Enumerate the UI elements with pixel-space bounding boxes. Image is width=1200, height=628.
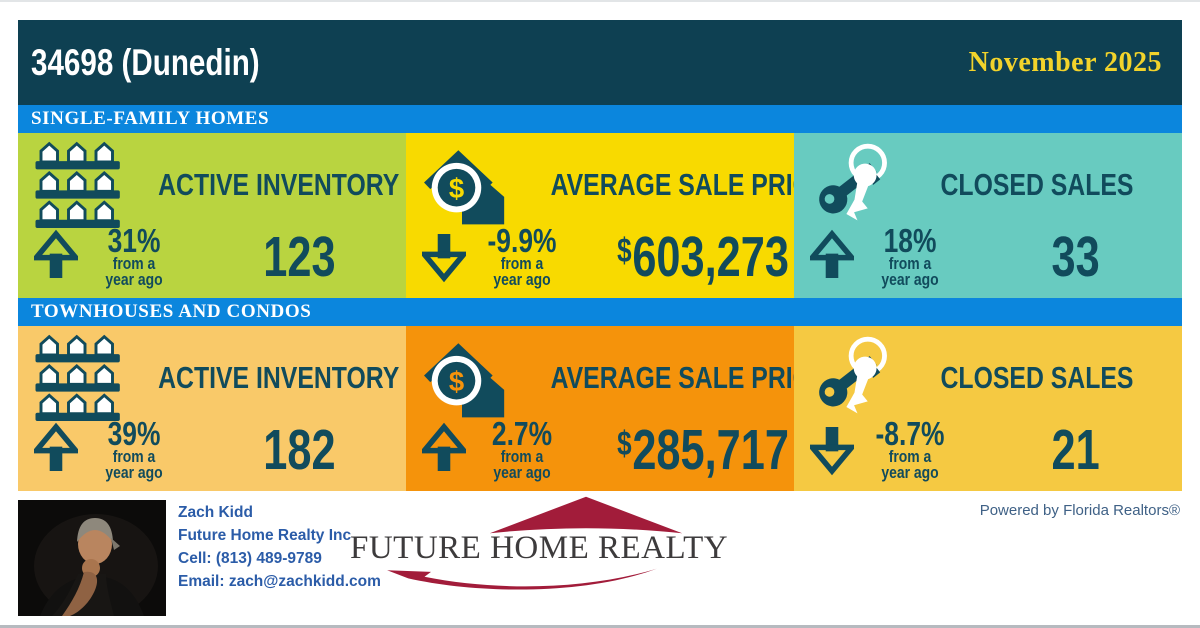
down-arrow-icon <box>809 421 854 477</box>
house-with-dollar-coin-icon: $ <box>419 333 516 421</box>
yoy-note: year ago <box>881 463 939 483</box>
metric-title: AVERAGE SALE PRICE <box>550 359 828 395</box>
metric-title: ACTIVE INVENTORY <box>158 166 400 202</box>
stat-panel-sf-average-sale-price: $ AVERAGE SALE PRICE <box>405 133 827 298</box>
yoy-note: year ago <box>105 270 163 290</box>
stat-panel-tc-average-sale-price: $ AVERAGE SALE PRICE <box>405 326 827 491</box>
metric-title: CLOSED SALES <box>940 359 1134 395</box>
metric-value: 33 <box>1051 225 1100 289</box>
agent-cell: Cell: (813) 489-9789 <box>178 550 322 567</box>
svg-text:$: $ <box>449 366 464 397</box>
yoy-note: from a <box>112 254 156 274</box>
logo-roof-icon <box>489 496 683 534</box>
page-title: 34698 (Dunedin) <box>31 42 260 83</box>
logo-swoosh-icon <box>387 568 657 590</box>
yoy-note: year ago <box>493 463 551 483</box>
section-label: SINGLE-FAMILY HOMES <box>31 108 270 129</box>
header: 34698 (Dunedin) November 2025 <box>18 20 1182 105</box>
yoy-note: from a <box>112 447 156 467</box>
section-label: TOWNHOUSES AND CONDOS <box>31 301 312 322</box>
yoy-change-value: -9.9% <box>487 222 557 259</box>
metric-value: 123 <box>263 225 336 289</box>
yoy-note: year ago <box>493 270 551 290</box>
section-header-single-family: SINGLE-FAMILY HOMES <box>18 105 1182 133</box>
footer: Zach Kidd Future Home Realty Inc Cell: (… <box>0 492 1200 625</box>
yoy-note: from a <box>888 254 932 274</box>
metric-value: 21 <box>1051 418 1100 482</box>
report-period: November 2025 <box>968 46 1162 78</box>
metric-title: AVERAGE SALE PRICE <box>550 166 828 202</box>
yoy-change-value: 2.7% <box>491 415 553 452</box>
single-family-row: ACTIVE INVENTORY 31% from a <box>18 133 1182 298</box>
svg-text:$: $ <box>449 173 464 204</box>
house-with-dollar-coin-icon: $ <box>419 140 516 228</box>
yoy-change-block: 2.7% from a year ago <box>421 415 590 483</box>
stat-panel-tc-active-inventory: ACTIVE INVENTORY 39% from a <box>18 326 406 491</box>
section-header-townhouses-condos: TOWNHOUSES AND CONDOS <box>18 298 1182 326</box>
metric-title: ACTIVE INVENTORY <box>158 359 400 395</box>
houses-on-shelves-icon <box>31 140 128 228</box>
stat-panel-sf-active-inventory: ACTIVE INVENTORY 31% from a <box>18 133 406 298</box>
powered-by-text: Powered by Florida Realtors® <box>979 502 1180 519</box>
up-arrow-icon <box>34 228 78 284</box>
yoy-change-block: -9.9% from a year ago <box>421 222 590 290</box>
keys-on-ring-icon <box>807 333 904 421</box>
up-arrow-icon <box>421 421 466 477</box>
yoy-change-block: -8.7% from a year ago <box>809 415 978 483</box>
yoy-change-block: 39% from a year ago <box>34 415 202 483</box>
metric-title: CLOSED SALES <box>940 166 1134 202</box>
metric-value: $285,717 <box>617 418 789 482</box>
yoy-note: year ago <box>105 463 163 483</box>
townhouses-condos-row: ACTIVE INVENTORY 39% from a <box>18 326 1182 491</box>
up-arrow-icon <box>809 228 854 284</box>
yoy-note: from a <box>500 254 544 274</box>
yoy-change-value: 18% <box>883 222 937 259</box>
agent-contact-block: Zach Kidd Future Home Realty Inc Cell: (… <box>178 501 381 593</box>
yoy-change-value: -8.7% <box>875 415 945 452</box>
yoy-note: from a <box>888 447 932 467</box>
agent-name: Zach Kidd <box>178 504 253 521</box>
stat-panel-tc-closed-sales: CLOSED SALES -8.7% from a <box>793 326 1182 491</box>
yoy-change-block: 31% from a year ago <box>34 222 202 290</box>
keys-on-ring-icon <box>807 140 904 228</box>
agent-photo <box>18 500 166 616</box>
agent-company: Future Home Realty Inc <box>178 527 352 544</box>
metric-value: $603,273 <box>617 225 789 289</box>
yoy-change-block: 18% from a year ago <box>809 222 978 290</box>
metric-value: 182 <box>263 418 336 482</box>
yoy-change-value: 31% <box>107 222 161 259</box>
agent-email: Email: zach@zachkidd.com <box>178 573 381 590</box>
up-arrow-icon <box>34 421 78 477</box>
down-arrow-icon <box>421 228 466 284</box>
yoy-note: year ago <box>881 270 939 290</box>
stat-panel-sf-closed-sales: CLOSED SALES 18% from a ye <box>793 133 1182 298</box>
houses-on-shelves-icon <box>31 333 128 421</box>
brokerage-logo: FUTURE HOME REALTY <box>350 494 729 593</box>
brokerage-logo-text: FUTURE HOME REALTY <box>350 530 729 566</box>
yoy-note: from a <box>500 447 544 467</box>
yoy-change-value: 39% <box>107 415 161 452</box>
